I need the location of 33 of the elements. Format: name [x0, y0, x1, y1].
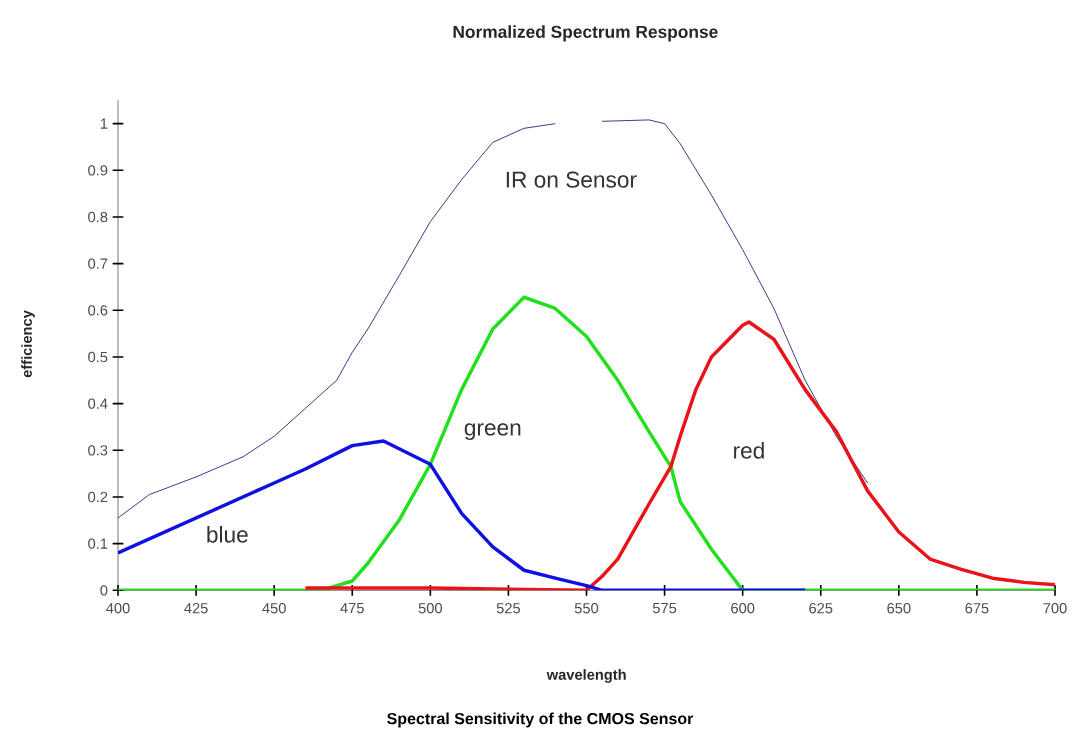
- x-tick-label: 500: [418, 602, 442, 614]
- x-tick-label: 675: [965, 602, 989, 614]
- x-tick-label: 450: [262, 602, 286, 614]
- x-tick-label: 575: [652, 602, 677, 614]
- x-tick-label: 475: [340, 602, 364, 614]
- y-tick-label: 0.1: [88, 538, 108, 549]
- x-tick-label: 525: [496, 602, 521, 614]
- y-tick-label: 0.8: [88, 211, 108, 223]
- series-label: blue: [207, 525, 248, 543]
- x-tick-label: 425: [184, 602, 208, 614]
- y-tick-label: 0.7: [88, 258, 108, 269]
- series-label: green: [464, 423, 521, 440]
- x-tick-label: 700: [1043, 602, 1067, 614]
- y-axis-title: efficiency: [21, 310, 35, 378]
- y-tick-label: 0.3: [88, 444, 108, 456]
- chart-title: Normalized Spectrum Response: [453, 25, 718, 42]
- y-tick-label: 0.4: [88, 398, 108, 409]
- x-tick-label: 650: [887, 602, 911, 614]
- x-axis-title: wavelength: [546, 668, 626, 683]
- x-tick-label: 625: [809, 602, 833, 614]
- x-tick-label: 400: [106, 602, 130, 614]
- y-tick-label: 0.9: [88, 164, 108, 176]
- y-tick-label: 1: [100, 118, 108, 129]
- y-tick-label: 0.5: [88, 351, 108, 363]
- series-label: IR on Sensor: [506, 171, 637, 188]
- x-tick-label: 600: [731, 602, 755, 614]
- y-tick-label: 0.6: [88, 304, 108, 316]
- y-tick-label: 0: [100, 584, 108, 596]
- y-tick-label: 0.2: [88, 491, 108, 503]
- text: red: [734, 441, 764, 459]
- text: Spectral Sensitivity of the CMOS Sensor: [387, 712, 694, 728]
- x-tick-label: 550: [574, 602, 599, 614]
- line-series: [303, 320, 1055, 591]
